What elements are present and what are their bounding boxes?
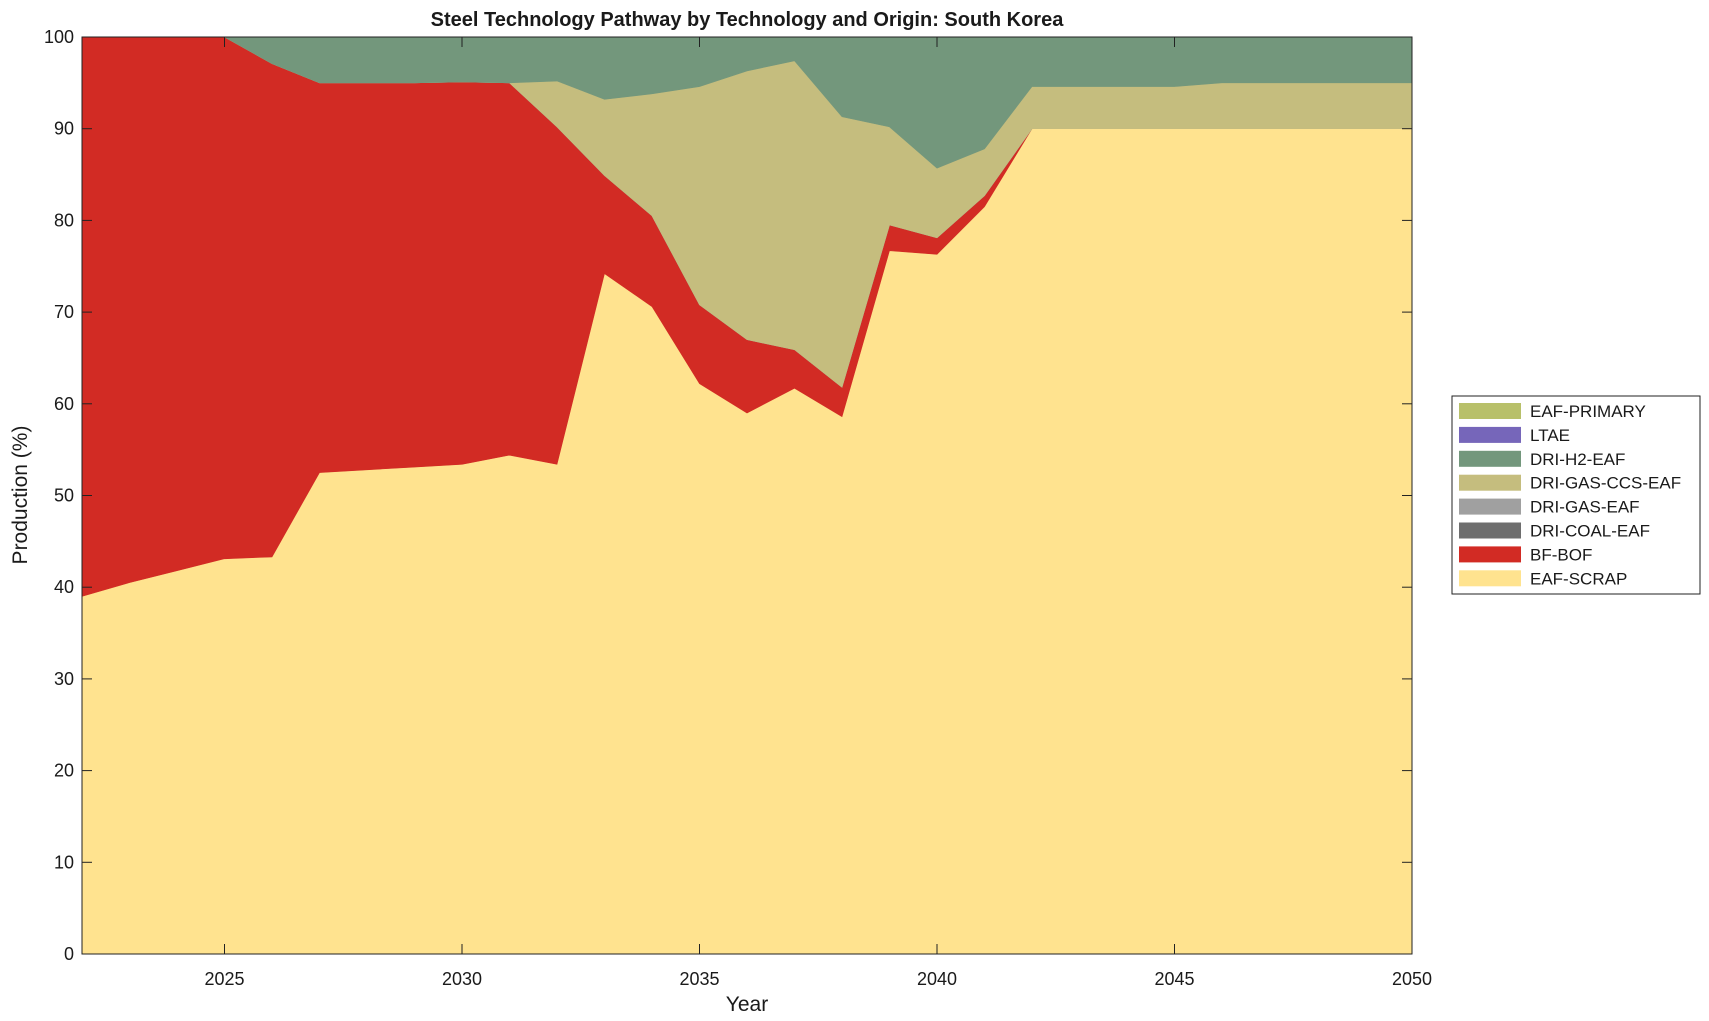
legend-swatch-dri-gas-ccs-eaf <box>1459 474 1521 491</box>
x-tick-label: 2030 <box>442 969 482 989</box>
y-tick-label: 50 <box>54 486 74 506</box>
legend-label-dri-h2-eaf: DRI-H2-EAF <box>1530 450 1625 469</box>
legend-swatch-dri-coal-eaf <box>1459 522 1521 539</box>
legend-label-dri-gas-eaf: DRI-GAS-EAF <box>1530 498 1640 517</box>
chart-title: Steel Technology Pathway by Technology a… <box>431 9 1065 31</box>
y-tick-label: 0 <box>64 944 74 964</box>
y-tick-label: 90 <box>54 119 74 139</box>
y-tick-label: 40 <box>54 577 74 597</box>
legend-label-eaf-primary: EAF-PRIMARY <box>1530 402 1646 421</box>
legend-label-ltae: LTAE <box>1530 426 1570 445</box>
x-axis: 2025 2030 2035 2040 2045 2050 <box>204 37 1432 989</box>
x-tick-label: 2045 <box>1154 969 1194 989</box>
legend-label-bf-bof: BF-BOF <box>1530 545 1592 564</box>
legend-swatch-ltae <box>1459 426 1521 443</box>
y-axis: 0 10 20 30 40 50 60 70 80 90 100 <box>44 27 1412 964</box>
legend-swatch-eaf-scrap <box>1459 570 1521 587</box>
x-tick-label: 2035 <box>679 969 719 989</box>
y-tick-label: 60 <box>54 394 74 414</box>
legend-label-dri-coal-eaf: DRI-COAL-EAF <box>1530 522 1650 541</box>
y-tick-label: 20 <box>54 761 74 781</box>
y-tick-label: 30 <box>54 669 74 689</box>
area-layers <box>81 36 1413 955</box>
y-tick-label: 100 <box>44 27 74 47</box>
legend-label-dri-gas-ccs-eaf: DRI-GAS-CCS-EAF <box>1530 474 1681 493</box>
x-tick-label: 2025 <box>204 969 244 989</box>
y-tick-label: 10 <box>54 852 74 872</box>
x-tick-label: 2040 <box>917 969 957 989</box>
y-tick-label: 80 <box>54 210 74 230</box>
legend-label-eaf-scrap: EAF-SCRAP <box>1530 569 1627 588</box>
legend-swatch-bf-bof <box>1459 546 1521 563</box>
y-axis-title: Production (%) <box>9 426 32 565</box>
x-tick-label: 2050 <box>1392 969 1432 989</box>
legend-swatch-dri-h2-eaf <box>1459 450 1521 467</box>
x-axis-title: Year <box>726 993 768 1016</box>
legend: EAF-PRIMARY LTAE DRI-H2-EAF DRI-GAS-CCS-EAF… <box>1451 395 1701 595</box>
legend-swatch-dri-gas-eaf <box>1459 498 1521 515</box>
legend-swatch-eaf-primary <box>1459 403 1521 419</box>
y-tick-label: 70 <box>54 302 74 322</box>
